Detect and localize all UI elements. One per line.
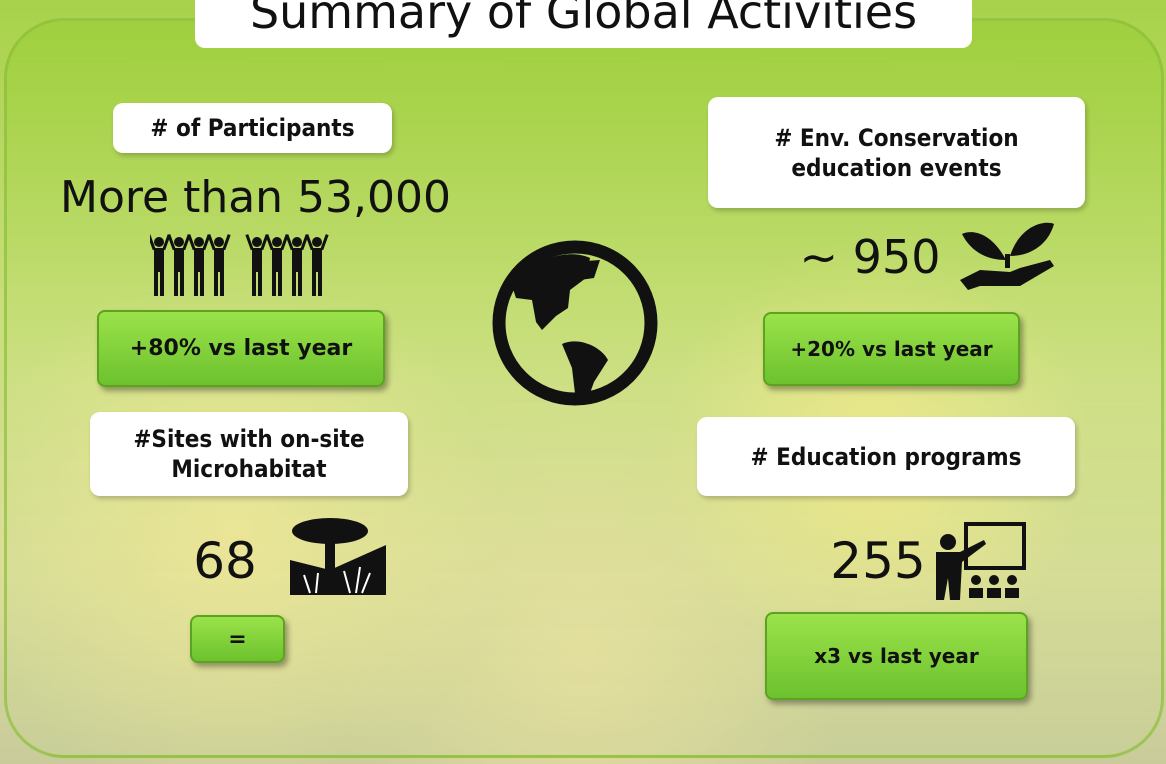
section-label: # Education programs <box>697 417 1075 496</box>
page: Summary of Global Activities # of Partic… <box>0 0 1166 764</box>
section-label: #Sites with on-site Microhabitat <box>90 412 408 496</box>
change-badge: x3 vs last year <box>765 612 1028 700</box>
section-value: 255 <box>820 532 936 590</box>
section-label: # Env. Conservation education events <box>708 97 1085 208</box>
section-value: ~ 950 <box>780 230 960 284</box>
globe-icon <box>490 238 660 408</box>
people-icon <box>150 232 335 298</box>
section-value: 68 <box>175 532 275 590</box>
teacher-icon <box>930 522 1026 600</box>
section-value: More than 53,000 <box>60 172 440 223</box>
title: Summary of Global Activities <box>195 0 972 48</box>
plant-icon <box>960 220 1056 290</box>
change-badge: +20% vs last year <box>763 312 1020 386</box>
change-badge: +80% vs last year <box>97 310 385 387</box>
section-label: # of Participants <box>113 103 392 153</box>
change-badge: = <box>190 615 285 663</box>
habitat-icon <box>290 515 386 595</box>
